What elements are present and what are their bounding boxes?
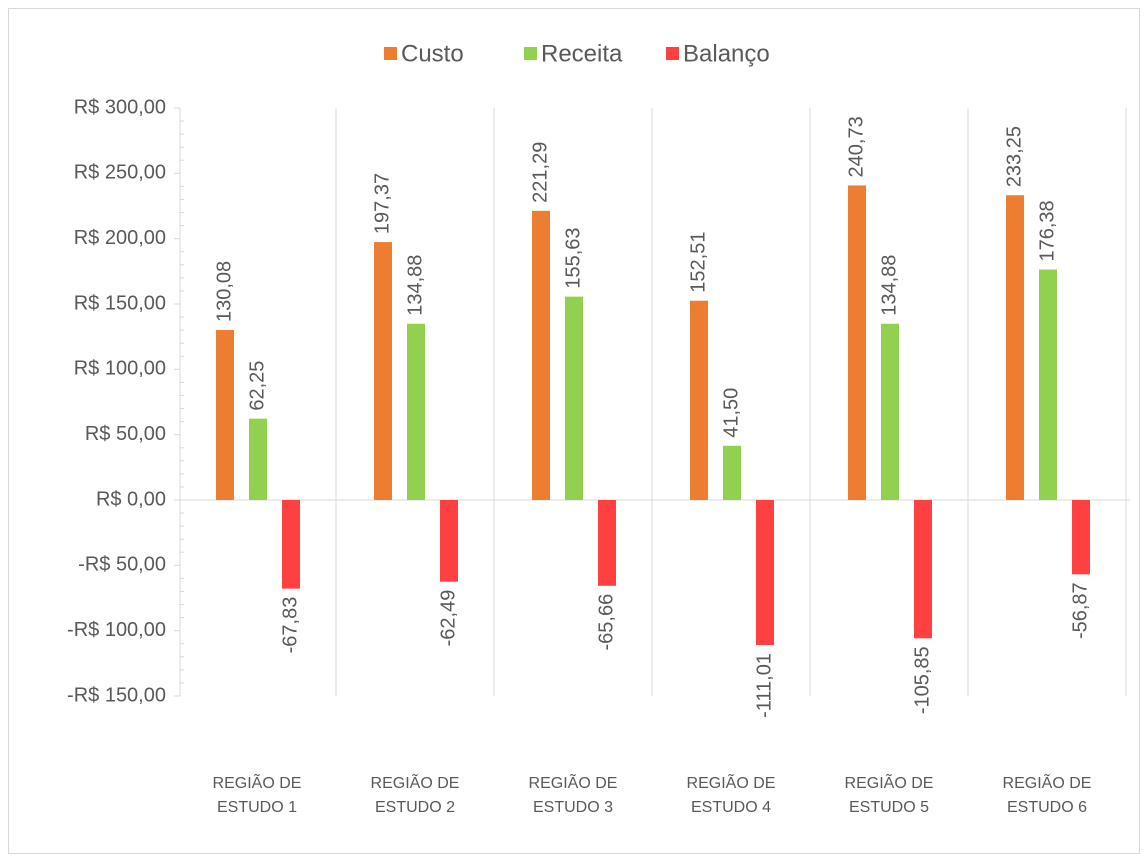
y-tick-label: R$ 150,00 (74, 292, 166, 314)
bar (565, 296, 583, 500)
legend-swatch (384, 47, 397, 60)
bar (374, 242, 392, 500)
bar (407, 323, 425, 500)
data-label: 197,37 (371, 173, 393, 234)
data-label: -62,49 (437, 590, 459, 647)
data-label: 233,25 (1003, 126, 1025, 187)
data-label: 176,38 (1036, 200, 1058, 261)
bar (532, 210, 550, 501)
x-tick-label: REGIÃO DE ESTUDO 1 (212, 775, 302, 816)
data-label: 134,88 (404, 255, 426, 316)
data-label: 221,29 (529, 142, 551, 203)
data-label: -65,66 (595, 594, 617, 651)
legend-label: Balanço (683, 40, 770, 67)
y-tick-label: -R$ 100,00 (67, 619, 166, 641)
bar (690, 300, 708, 500)
data-label: -111,01 (753, 653, 775, 718)
bar (440, 500, 458, 582)
bar (848, 185, 866, 500)
bar (598, 500, 616, 586)
bar (756, 500, 774, 646)
bar (914, 500, 932, 639)
y-tick-label: R$ 250,00 (74, 162, 166, 184)
y-tick-label: R$ 200,00 (74, 227, 166, 249)
legend-swatch (524, 47, 537, 60)
y-tick-label: -R$ 150,00 (67, 684, 166, 706)
bar (249, 418, 267, 500)
data-label: 152,51 (687, 232, 709, 293)
bar (1072, 500, 1090, 575)
bar (723, 445, 741, 500)
data-label: -105,85 (911, 646, 933, 714)
legend-swatch (666, 47, 679, 60)
y-tick-label: R$ 0,00 (96, 488, 166, 510)
x-tick-label: REGIÃO DE ESTUDO 4 (686, 775, 776, 816)
y-tick-label: R$ 100,00 (74, 358, 166, 380)
legend-label: Custo (401, 40, 464, 67)
data-label: 41,50 (720, 388, 742, 438)
x-tick-label: REGIÃO DE ESTUDO 6 (1002, 775, 1092, 816)
x-tick-label: REGIÃO DE ESTUDO 3 (528, 775, 618, 816)
data-label: 155,63 (562, 227, 584, 288)
x-tick-label: REGIÃO DE ESTUDO 2 (370, 775, 460, 816)
data-label: -67,83 (279, 597, 301, 654)
x-tick-label: REGIÃO DE ESTUDO 5 (844, 775, 934, 816)
bar (216, 330, 234, 500)
data-label: 62,25 (246, 361, 268, 411)
bar (1039, 269, 1057, 500)
y-tick-label: R$ 50,00 (85, 423, 166, 445)
bar (282, 500, 300, 589)
y-tick-label: R$ 300,00 (74, 96, 166, 118)
bar (881, 323, 899, 500)
bar (1006, 195, 1024, 500)
legend-label: Receita (541, 40, 623, 67)
data-label: 130,08 (213, 261, 235, 322)
data-label: -56,87 (1069, 582, 1091, 639)
data-label: 240,73 (845, 116, 867, 177)
data-label: 134,88 (878, 255, 900, 316)
y-tick-label: -R$ 50,00 (78, 554, 166, 576)
